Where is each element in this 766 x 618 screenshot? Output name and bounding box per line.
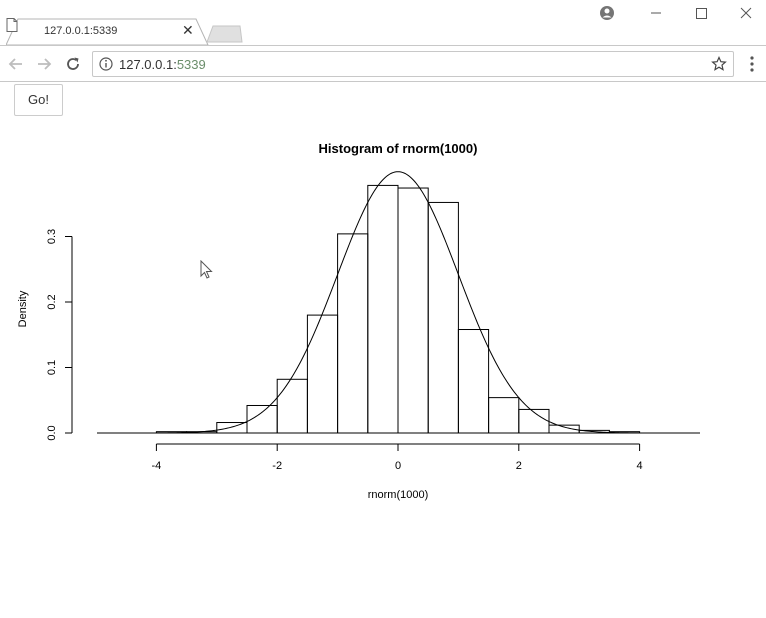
back-arrow-icon[interactable] [6, 54, 26, 74]
y-tick-label: 0.1 [46, 360, 58, 375]
tab-title: 127.0.0.1:5339 [44, 25, 118, 37]
new-tab-button[interactable] [206, 25, 244, 43]
histogram-bar [488, 397, 520, 434]
y-tick-label: 0.0 [46, 425, 58, 440]
profile-icon[interactable] [596, 3, 618, 23]
reload-icon[interactable] [63, 54, 83, 74]
histogram-bar [427, 201, 459, 434]
url-host: 127.0.0.1: [119, 57, 177, 72]
histogram-bar [276, 378, 308, 434]
y-tick-label: 0.3 [46, 229, 58, 244]
browser-tab-strip: 127.0.0.1:5339 ✕ [0, 0, 766, 46]
histogram-bar [457, 329, 490, 434]
histogram-bar [216, 422, 248, 434]
url-text[interactable]: 127.0.0.1:5339 [119, 57, 206, 72]
histogram-plot: Histogram of rnorm(1000) -4 -2 0 2 4 rnorm(100… [17, 141, 700, 501]
density-curve [156, 171, 640, 434]
url-port: 5339 [176, 57, 206, 72]
histogram-bar [548, 424, 580, 434]
histogram-bar [367, 184, 399, 434]
close-window-icon[interactable] [735, 3, 757, 23]
x-axis-label: rnorm(1000) [368, 489, 429, 501]
x-tick-label: 0 [395, 460, 401, 472]
y-tick-label: 0.2 [46, 294, 58, 309]
address-bar[interactable]: 127.0.0.1:5339 [92, 51, 734, 77]
y-axis-label: Density [17, 290, 29, 327]
x-tick-label: 2 [516, 460, 522, 472]
browser-tab[interactable]: 127.0.0.1:5339 ✕ [6, 18, 209, 46]
minimize-icon[interactable] [645, 3, 667, 23]
mouse-cursor-icon [200, 260, 213, 279]
chart-title: Histogram of rnorm(1000) [319, 141, 478, 156]
x-tick-label: -4 [152, 460, 162, 472]
close-icon[interactable]: ✕ [182, 22, 194, 38]
histogram-bar [397, 187, 429, 434]
x-tick-label: -2 [272, 460, 282, 472]
page-icon [6, 18, 18, 32]
browser-toolbar: 127.0.0.1:5339 [0, 45, 766, 82]
histogram-bar [306, 314, 339, 434]
menu-dots-icon[interactable] [744, 54, 760, 74]
info-icon[interactable] [99, 57, 113, 71]
go-button[interactable]: Go! [14, 84, 63, 116]
x-tick-label: 4 [637, 460, 643, 472]
page-content: Go! Histogram of rnorm(1000) -4 -2 0 2 4 rnorm… [0, 83, 766, 618]
bookmark-star-icon[interactable] [711, 56, 727, 72]
histogram-bar [518, 408, 550, 434]
maximize-icon[interactable] [690, 3, 712, 23]
forward-arrow-icon[interactable] [34, 54, 54, 74]
